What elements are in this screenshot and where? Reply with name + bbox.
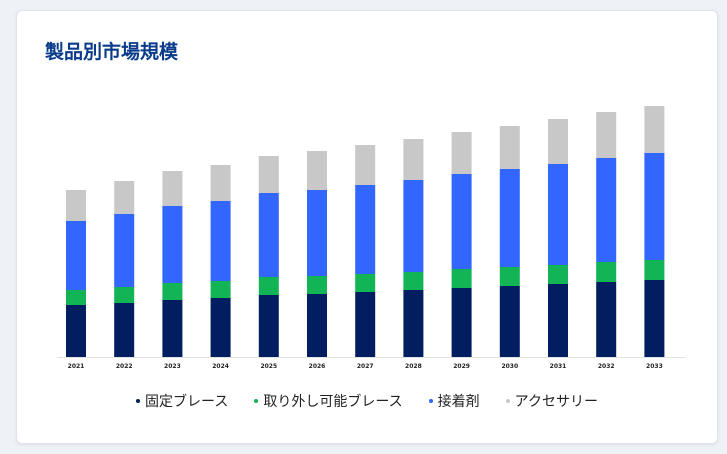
chart-card: 製品別市場規模 2021 2022 2023 2024 2025 2026 2027 2028… [16, 10, 718, 444]
bar-segment [210, 201, 231, 281]
stacked-bar-chart: 2021 2022 2023 2024 2025 2026 2027 2028 2029 2030… [57, 106, 685, 370]
bar-segment [307, 294, 327, 357]
bar-segment [66, 190, 86, 221]
bar-segment [258, 295, 279, 357]
chart-legend: 固定ブレース 取り外し可能ブレース 接着剤 アクセサリー [17, 391, 717, 411]
bar-segment [210, 281, 231, 298]
legend-swatch [254, 399, 259, 403]
bar-segment [258, 193, 279, 277]
legend-swatch [505, 399, 510, 403]
bar-segment [162, 171, 183, 206]
bar-segment [596, 262, 617, 282]
bar-segment [162, 283, 183, 300]
bar-segment [258, 156, 279, 193]
bar-segment [596, 282, 617, 357]
chart-title: 製品別市場規模 [45, 41, 179, 63]
x-tick-label: 2030 [501, 363, 518, 370]
bar-segment [499, 126, 520, 169]
x-tick-label: 2025 [260, 363, 277, 370]
bar-segment [596, 112, 617, 158]
x-tick-label: 2028 [405, 363, 422, 370]
bar-segment [307, 276, 327, 294]
bar-segment [355, 274, 376, 292]
bar-segment [644, 153, 665, 260]
x-tick-label: 2026 [309, 363, 326, 370]
bar-segment [210, 165, 231, 201]
bar-segment [403, 272, 424, 290]
bar-segment [548, 164, 568, 265]
bar-segment [596, 158, 617, 262]
bar-segment [258, 277, 279, 295]
x-tick-label: 2023 [164, 363, 181, 370]
legend-item: 固定ブレース [136, 391, 228, 411]
bar-segment [114, 303, 135, 357]
bar-segment [307, 151, 327, 190]
bar-segment [548, 284, 568, 357]
legend-item: アクセサリー [505, 391, 598, 411]
bar-segment [355, 145, 376, 185]
x-tick-label: 2033 [646, 363, 663, 370]
bar-segment [548, 119, 568, 164]
bar-segment [66, 290, 86, 305]
bar-segment [66, 305, 86, 357]
bar-segment [355, 185, 376, 274]
bar-segment [66, 221, 86, 290]
bar-segment [210, 298, 231, 357]
x-tick-label: 2027 [357, 363, 374, 370]
x-tick-label: 2031 [550, 363, 567, 370]
bar-segment [114, 287, 135, 303]
x-tick-label: 2029 [453, 363, 470, 370]
legend-swatch [428, 399, 433, 403]
bar-segment [114, 214, 135, 287]
bar-segment [499, 286, 520, 357]
bar-segment [451, 269, 472, 288]
legend-label: 接着剤 [437, 394, 480, 410]
bar-segment [403, 290, 424, 357]
bar-segment [644, 280, 665, 357]
bar-segment [451, 288, 472, 357]
bar-segment [403, 139, 424, 180]
bar-segment [403, 180, 424, 272]
bar-segment [499, 169, 520, 267]
bar-segment [451, 174, 472, 269]
legend-label: 取り外し可能ブレース [263, 394, 403, 410]
legend-item: 接着剤 [428, 391, 480, 411]
bar-segment [307, 190, 327, 276]
legend-label: アクセサリー [514, 394, 598, 410]
bar-segment [499, 267, 520, 286]
bar-segment [451, 132, 472, 174]
bar-segment [162, 206, 183, 283]
legend-label: 固定ブレース [145, 394, 229, 410]
x-tick-label: 2022 [116, 363, 133, 370]
bar-segment [355, 292, 376, 357]
bar-segment [162, 300, 183, 357]
bar-segment [644, 106, 665, 153]
legend-swatch [136, 399, 141, 403]
x-tick-label: 2024 [212, 363, 229, 370]
x-tick-label: 2032 [598, 363, 615, 370]
bar-segment [548, 265, 568, 284]
legend-item: 取り外し可能ブレース [254, 391, 403, 411]
x-tick-label: 2021 [68, 363, 85, 370]
bar-segment [114, 181, 135, 214]
bar-segment [644, 260, 665, 280]
